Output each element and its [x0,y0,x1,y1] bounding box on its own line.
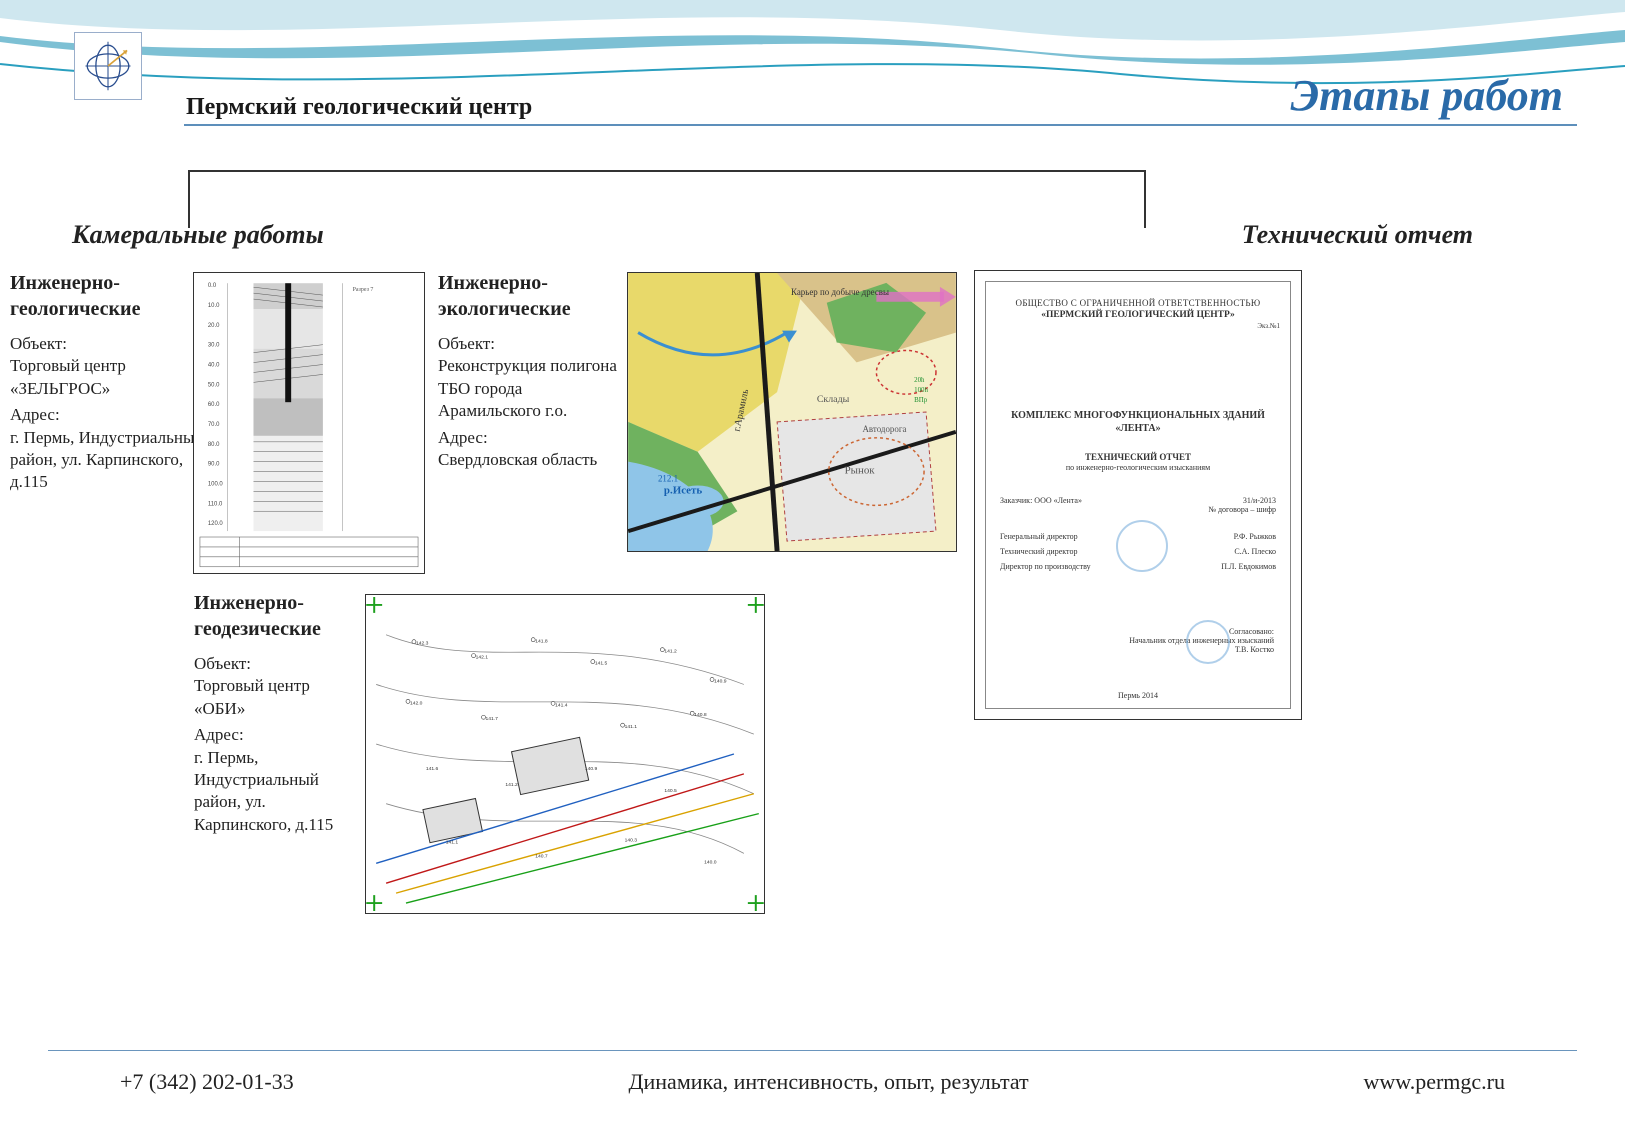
stamp-icon [1116,520,1168,572]
obj-label: Объект: [194,653,354,675]
svg-text:50.0: 50.0 [208,382,220,388]
project-ecological-title: Инженерно-экологические [438,270,623,323]
svg-text:141.4: 141.4 [555,702,568,708]
report-doc-sub: по инженерно-геологическим изысканиям [996,463,1280,472]
svg-text:20.0: 20.0 [208,323,220,329]
project-geological-title: Инженерно-геологические [10,270,210,323]
project-ecological: Инженерно-экологические Объект: Реконстр… [438,270,623,471]
svg-text:140.3: 140.3 [625,837,638,843]
svg-text:90.0: 90.0 [208,462,220,468]
obj-label: Объект: [438,333,623,355]
addr-label: Адрес: [438,427,623,449]
svg-text:Карьер по добыче дресвы: Карьер по добыче дресвы [791,287,889,297]
footer-phone: +7 (342) 202-01-33 [120,1069,294,1095]
svg-text:140.9: 140.9 [585,766,598,772]
footer-motto: Динамика, интенсивность, опыт, результат [629,1069,1029,1095]
svg-text:110.0: 110.0 [208,501,223,507]
geological-column-figure: 0.0 10.0 20.0 30.0 40.0 50.0 60.0 70.0 80.0 90… [193,272,425,574]
header-underline [184,124,1577,126]
org-logo [74,32,142,100]
svg-text:141.6: 141.6 [426,766,439,772]
report-org-line1: ОБЩЕСТВО С ОГРАНИЧЕННОЙ ОТВЕТСТВЕННОСТЬЮ [996,298,1280,308]
obj-value: Торговый центр «ЗЕЛЬГРОС» [10,355,210,400]
svg-text:140.8: 140.8 [694,712,707,718]
section-bracket [188,170,1146,228]
svg-text:141.5: 141.5 [595,661,608,667]
svg-text:40.0: 40.0 [208,362,220,368]
section-heading-right: Технический отчет [1242,220,1473,250]
geodetic-survey-figure: 142.3 142.1 141.8 141.5 141.2 140.9 142.0 141… [365,594,765,914]
svg-text:Рынок: Рынок [845,465,876,477]
project-geodetic-title: Инженерно-геодезические [194,590,354,643]
section-heading-left: Камеральные работы [72,220,324,250]
addr-label: Адрес: [10,404,210,426]
svg-text:20h: 20h [914,376,925,384]
ecological-map-figure: р.Исеть 212.1 г.Арамиль Карьер по добыче… [627,272,957,552]
svg-text:140.7: 140.7 [535,853,548,859]
svg-text:142.0: 142.0 [410,700,423,706]
technical-report-figure: ОБЩЕСТВО С ОГРАНИЧЕННОЙ ОТВЕТСТВЕННОСТЬЮ… [974,270,1302,720]
addr-value: г. Пермь, Индустриальный район, ул. Карп… [10,427,210,494]
footer-line [48,1050,1577,1051]
addr-label: Адрес: [194,724,354,746]
svg-text:120.0: 120.0 [208,521,224,527]
svg-text:Автодорога: Автодорога [862,424,906,434]
report-footer: Пермь 2014 [986,691,1290,700]
obj-value: Реконструкция полигона ТБО города Арамил… [438,355,623,422]
svg-text:100.0: 100.0 [208,481,224,487]
project-geodetic: Инженерно-геодезические Объект: Торговый… [194,590,354,836]
report-complex-title: КОМПЛЕКС МНОГОФУНКЦИОНАЛЬНЫХ ЗДАНИЙ [996,410,1280,421]
report-doc-title: ТЕХНИЧЕСКИЙ ОТЧЕТ [996,452,1280,462]
project-geological: Инженерно-геологические Объект: Торговый… [10,270,210,494]
slide-footer: +7 (342) 202-01-33 Динамика, интенсивнос… [0,1069,1625,1095]
slide-title: Этапы работ [1291,70,1563,121]
svg-text:141.1: 141.1 [446,839,459,845]
river-label: р.Исеть [664,484,702,496]
report-client: Заказчик: ООО «Лента» [1000,496,1082,514]
svg-text:140.9: 140.9 [714,678,727,684]
svg-text:140.5: 140.5 [664,788,677,794]
svg-text:60.0: 60.0 [208,402,220,408]
svg-text:Склады: Склады [817,394,850,405]
org-name: Пермский геологический центр [186,94,532,121]
svg-text:141.2: 141.2 [664,649,677,655]
svg-text:80.0: 80.0 [208,442,220,448]
obj-value: Торговый центр «ОБИ» [194,675,354,720]
svg-text:0.0: 0.0 [208,283,217,289]
svg-text:141.8: 141.8 [535,639,548,645]
svg-text:10.0: 10.0 [208,303,220,309]
obj-label: Объект: [10,333,210,355]
svg-text:ВПр: ВПр [914,396,928,404]
svg-text:141.7: 141.7 [486,716,499,722]
svg-text:212.1: 212.1 [658,474,678,484]
svg-text:141.1: 141.1 [625,724,638,730]
svg-text:30.0: 30.0 [208,343,220,349]
svg-text:Разрез 7: Разрез 7 [353,287,374,293]
report-org-line2: «ПЕРМСКИЙ ГЕОЛОГИЧЕСКИЙ ЦЕНТР» [996,310,1280,320]
addr-value: Свердловская область [438,449,623,471]
svg-text:141.2: 141.2 [505,782,518,788]
addr-value: г. Пермь, Индустриальный район, ул. Карп… [194,747,354,837]
svg-text:100h: 100h [914,386,928,394]
stamp-icon [1186,620,1230,664]
svg-text:142.1: 142.1 [476,655,489,661]
svg-text:70.0: 70.0 [208,422,220,428]
report-complex-name: «ЛЕНТА» [996,423,1280,434]
svg-text:140.0: 140.0 [704,859,717,865]
footer-url: www.permgc.ru [1363,1069,1505,1095]
svg-text:142.3: 142.3 [416,641,429,647]
